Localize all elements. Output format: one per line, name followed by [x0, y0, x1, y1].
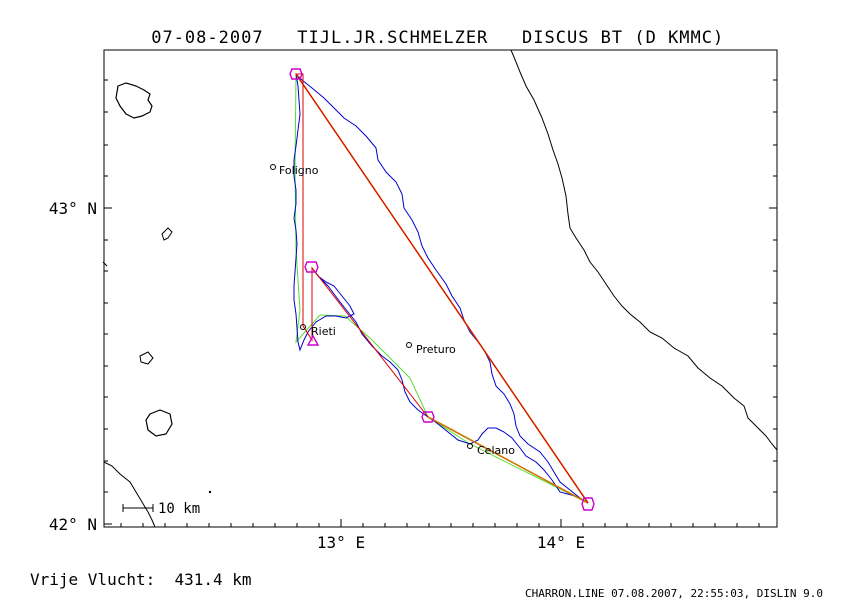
- turnpoint-marker-3: [421, 411, 435, 423]
- footer-credit: CHARRON.LINE 07.08.2007, 22:55:03, DISLI…: [524, 587, 823, 600]
- town-label-foligno: Foligno: [279, 164, 319, 177]
- town-label-rieti: Rieti: [311, 325, 336, 338]
- scale-bar: [122, 504, 154, 512]
- turnpoint-marker-2: [581, 497, 595, 511]
- flight-date: 07-08-2007: [151, 28, 264, 48]
- map-title: 07-08-2007 TIJL.JR.SCHMELZER DISCUS BT (…: [0, 8, 853, 48]
- lat-label-43: 43° N: [49, 199, 97, 218]
- lake-small-1: [161, 227, 173, 241]
- finish-triangle-marker: [306, 334, 320, 346]
- flight-distance: Vrije Vlucht: 431.4 km: [30, 570, 252, 589]
- bottom-ticks: [120, 519, 760, 527]
- left-ticks: [104, 79, 112, 525]
- small-islet: [102, 261, 108, 267]
- tyrrhenian-coastline: [103, 461, 156, 528]
- town-marker-rieti: [300, 324, 306, 330]
- map-frame: [103, 49, 778, 528]
- turnpoint-marker-4: [304, 261, 319, 273]
- gps-track: [293, 73, 589, 504]
- town-marker-celano: [467, 443, 473, 449]
- town-marker-foligno: [270, 164, 276, 170]
- islet-dot: [208, 490, 212, 494]
- scale-bar-label: 10 km: [158, 501, 200, 517]
- turnpoint-marker-1: [289, 68, 303, 80]
- pilot-name: TIJL.JR.SCHMELZER: [297, 28, 489, 48]
- glider-name: DISCUS BT (D KMMC): [522, 28, 725, 48]
- lon-label-13: 13° E: [317, 533, 365, 552]
- town-label-preturo: Preturo: [416, 343, 456, 356]
- lat-label-42: 42° N: [49, 515, 97, 534]
- adriatic-coastline: [510, 49, 778, 451]
- town-marker-preturo: [406, 342, 412, 348]
- lon-label-14: 14° E: [537, 533, 585, 552]
- trasimeno-lake: [115, 82, 153, 119]
- optimized-route-line: [295, 73, 589, 504]
- town-label-celano: Celano: [477, 444, 515, 457]
- bracciano-lake: [145, 409, 173, 437]
- lake-small-2: [139, 351, 154, 365]
- right-ticks: [769, 79, 777, 493]
